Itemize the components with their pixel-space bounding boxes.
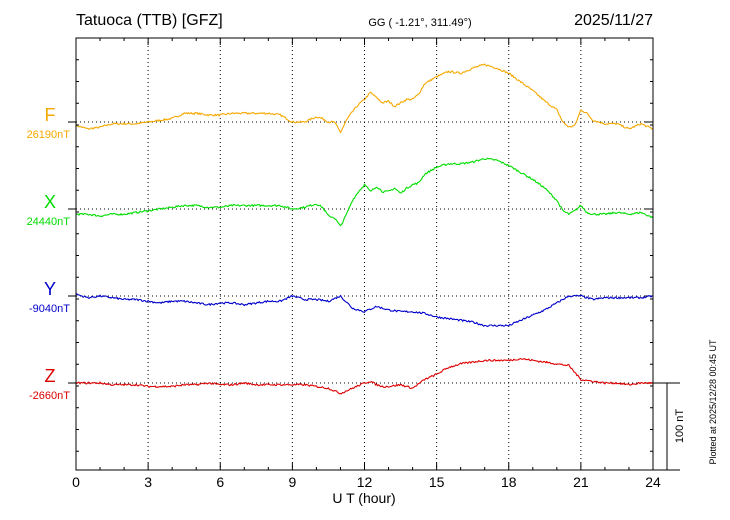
x-tick-label: 3 [144,474,152,490]
scale-bar: 100 nT [653,382,686,471]
series-name-y: Y [44,279,56,299]
series-name-x: X [44,192,56,212]
grid [147,38,582,470]
baselines [68,121,653,384]
plotted-timestamp: Plotted at 2025/12/28 00:45 UT [708,339,718,465]
x-tick-label: 9 [288,474,296,490]
plot-frame [75,37,654,471]
series-baseline-x: 24440nT [27,216,71,228]
station-title: Tatuoca (TTB) [GFZ] [76,12,223,29]
x-tick-label: 0 [72,474,80,490]
series-line-z [75,358,654,395]
series-line-x [75,157,654,227]
x-axis: 0 3 6 9 12 15 18 21 24 [72,38,661,490]
series-baseline-f: 26190nT [27,129,71,141]
x-tick-label: 18 [501,474,517,490]
coordinates-label: GG ( -1.21°, 311.49°) [368,17,471,29]
scale-bar-label: 100 nT [674,409,686,444]
x-tick-label: 24 [645,474,661,490]
series-line-y [75,293,654,328]
date-label: 2025/11/27 [574,12,653,29]
series-line-f [75,63,654,134]
series-baseline-y: -9040nT [29,303,70,315]
series-name-f: F [45,105,56,125]
series-lines [75,63,654,395]
x-tick-label: 12 [357,474,373,490]
x-tick-label: 21 [573,474,589,490]
x-axis-label: U T (hour) [332,490,395,506]
x-tick-label: 15 [429,474,445,490]
component-labels: F 26190nT X 24440nT Y -9040nT Z -2660nT [27,105,71,402]
series-baseline-z: -2660nT [29,390,70,402]
x-tick-label: 6 [216,474,224,490]
series-name-z: Z [45,366,56,386]
